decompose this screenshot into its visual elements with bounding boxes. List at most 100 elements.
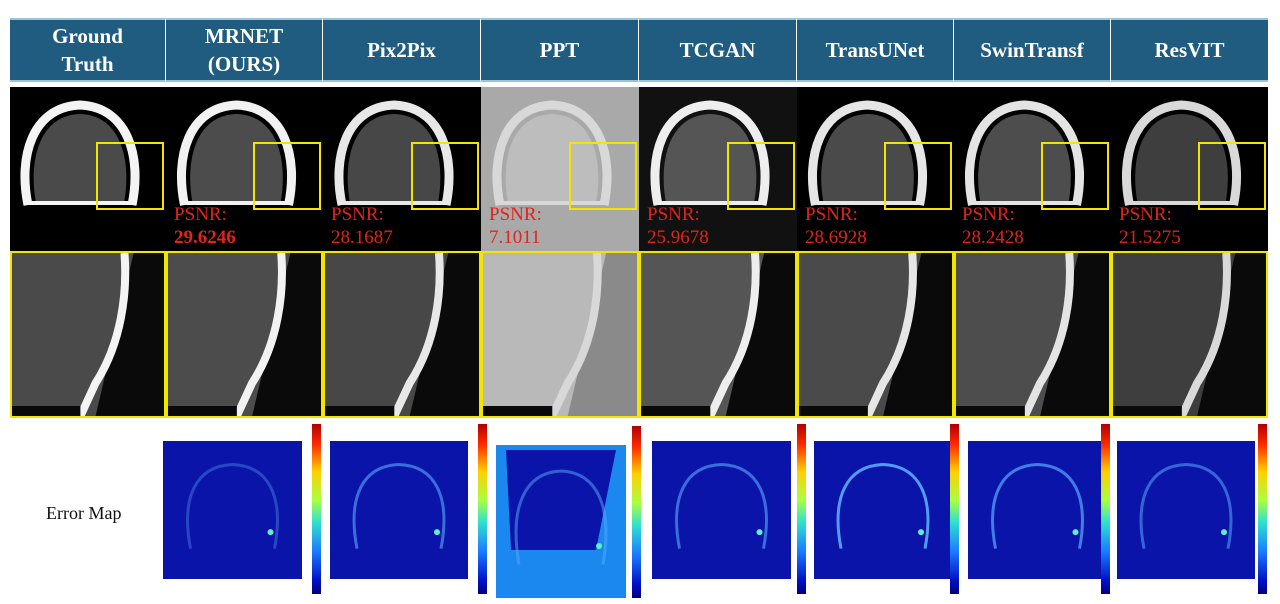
ct-slice-image: [650, 100, 795, 210]
skull-error-trace: [675, 462, 768, 549]
header-label: MRNET: [204, 24, 284, 48]
skull-outline: [650, 100, 770, 206]
zoomed-bone-image: [483, 253, 637, 416]
psnr-value: 25.9678: [647, 227, 709, 248]
crop-background: [1040, 253, 1109, 416]
zoomed-bone-image: [168, 253, 321, 416]
skull-error-trace: [1139, 462, 1233, 549]
colorbar-tun: [950, 424, 959, 594]
error-hotspot: [1072, 529, 1079, 536]
crop-background: [95, 253, 164, 416]
brain-region: [1135, 114, 1228, 203]
crop-base: [641, 406, 711, 416]
skull-outline: [177, 100, 296, 206]
skull-error-trace: [352, 462, 446, 549]
crop-base: [168, 406, 237, 416]
header-ground-truth: Ground Truth: [10, 18, 166, 82]
brain-region: [347, 114, 441, 203]
colorbar-res: [1258, 424, 1267, 594]
error-map-res: [1117, 441, 1255, 579]
psnr-readout-p2p: PSNR: 28.1687: [331, 203, 393, 249]
error-heatmap: [968, 441, 1107, 579]
colorbar-ppt: [632, 426, 641, 598]
error-map-tcgan: [652, 441, 791, 579]
header-tcgan: TCGAN: [639, 18, 797, 82]
skull-outline: [492, 100, 612, 206]
error-map-label: Error Map: [46, 503, 122, 523]
error-hotspot: [596, 542, 602, 549]
slice-cell-mrnet: PSNR: 29.6246: [166, 87, 323, 251]
ct-slice-image: [808, 100, 952, 210]
colorbar-p2p: [478, 424, 487, 594]
error-heatmap: [1117, 441, 1255, 579]
colorbar-tcgan: [797, 424, 806, 594]
skull-error-trace: [514, 469, 608, 565]
crop-skull: [76, 253, 130, 416]
slice-cell-tun: PSNR: 28.6928: [797, 87, 954, 251]
psnr-label: PSNR:: [1119, 204, 1172, 225]
psnr-label: PSNR:: [962, 204, 1015, 225]
zoom-crop-ppt: [481, 251, 639, 418]
zoomed-bone-image: [1113, 253, 1266, 416]
skull-error-trace: [186, 462, 279, 549]
brain-region: [821, 114, 914, 203]
psnr-label: PSNR:: [647, 204, 700, 225]
crop-skull: [1178, 253, 1231, 416]
zoomed-bone-image: [641, 253, 795, 416]
zoomed-bone-image: [12, 253, 164, 416]
slice-cell-p2p: PSNR: 28.1687: [323, 87, 481, 251]
heatmap-bg: [652, 441, 791, 579]
header-resvit: ResVIT: [1111, 18, 1268, 82]
roi-box: [569, 142, 637, 210]
crop-skull: [706, 253, 760, 416]
ct-slice-image: [965, 100, 1109, 210]
roi-box: [727, 142, 795, 210]
brain-region: [190, 114, 283, 203]
heatmap-bg: [968, 441, 1107, 579]
ct-slice-image: [20, 100, 164, 210]
slice-cell-res: PSNR: 21.5275: [1111, 87, 1268, 251]
colorbar-swin: [1101, 424, 1110, 594]
psnr-readout-mrnet: PSNR: 29.6246: [174, 203, 236, 249]
full-slice-row: PSNR: 29.6246 PSNR: 28.1687 PSNR: 7.1011 PSNR:…: [10, 87, 1268, 251]
psnr-value: 28.6928: [805, 227, 867, 248]
slice-cell-swin: PSNR: 28.2428: [954, 87, 1111, 251]
brain-region: [505, 114, 599, 203]
skull-base: [813, 201, 922, 205]
header-label: Ground: [52, 24, 123, 48]
error-heatmap: [814, 441, 952, 579]
zoom-crop-gt: [10, 251, 166, 418]
error-heatmap: [330, 441, 468, 579]
zoomed-bone-image: [325, 253, 479, 416]
skull-outline: [965, 100, 1084, 206]
header-pix2pix: Pix2Pix: [323, 18, 481, 82]
zoom-crop-tcgan: [639, 251, 797, 418]
heatmap-bg: [814, 441, 952, 579]
header-label: SwinTransf: [980, 38, 1084, 62]
skull-outline: [1122, 100, 1241, 206]
error-map-swin: [968, 441, 1107, 579]
zoomed-bone-image: [799, 253, 952, 416]
error-map-ppt: [496, 445, 626, 598]
zoom-crop-tun: [797, 251, 954, 418]
crop-base: [12, 406, 81, 416]
slice-cell-ppt: PSNR: 7.1011: [481, 87, 639, 251]
brain-region: [663, 114, 757, 203]
error-hotspot: [267, 529, 274, 536]
error-heatmap: [163, 441, 302, 579]
header-ppt: PPT: [481, 18, 639, 82]
crop-background: [883, 253, 952, 416]
psnr-value: 7.1011: [489, 227, 541, 248]
header-label: Truth: [61, 52, 114, 76]
psnr-value: 28.2428: [962, 227, 1024, 248]
roi-box: [253, 142, 321, 210]
error-hotspot: [756, 529, 763, 536]
header-label: TCGAN: [679, 38, 756, 62]
crop-skull: [1021, 253, 1074, 416]
crop-background: [567, 253, 637, 416]
zoomed-bone-image: [956, 253, 1109, 416]
crop-skull: [864, 253, 917, 416]
zoom-crop-mrnet: [166, 251, 323, 418]
roi-box: [411, 142, 479, 210]
